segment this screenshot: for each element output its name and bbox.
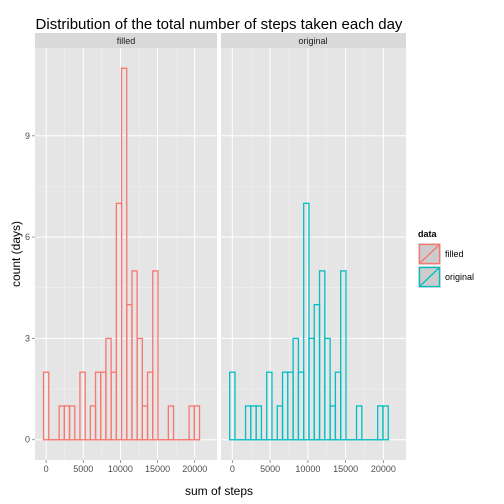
panel-filled: filled 0 5000 10000 15000 20000 bbox=[35, 33, 217, 474]
y-tick-label: 3 bbox=[25, 333, 30, 343]
x-ticks-filled: 0 5000 10000 15000 20000 bbox=[44, 460, 207, 474]
histogram-bar bbox=[42, 371, 50, 441]
histogram-bar bbox=[340, 270, 347, 441]
x-tick-label: 20000 bbox=[182, 464, 207, 474]
y-tick-label: 9 bbox=[25, 131, 30, 141]
histogram-bar bbox=[324, 337, 331, 441]
legend-key-slash bbox=[419, 244, 440, 264]
legend-key-swatch bbox=[418, 243, 441, 265]
histogram-bar bbox=[193, 405, 201, 441]
x-tick-label: 10000 bbox=[108, 464, 133, 474]
y-tick-label: 0 bbox=[25, 435, 30, 445]
x-tick-label: 5000 bbox=[260, 464, 280, 474]
histogram-bar bbox=[120, 67, 128, 441]
bars-filled bbox=[42, 67, 201, 441]
x-tick-label: 15000 bbox=[333, 464, 358, 474]
strip-label-original: original bbox=[298, 36, 327, 46]
y-axis-title: count (days) bbox=[9, 221, 23, 287]
histogram-bar bbox=[152, 270, 159, 441]
legend-title: data bbox=[418, 229, 438, 239]
y-tick-label: 6 bbox=[25, 232, 30, 242]
x-tick-label: 0 bbox=[44, 464, 49, 474]
x-tick-label: 15000 bbox=[145, 464, 170, 474]
x-axis-title: sum of steps bbox=[185, 484, 253, 498]
histogram-bar bbox=[68, 405, 76, 441]
legend-key-swatch bbox=[418, 266, 441, 288]
x-tick-label: 10000 bbox=[295, 464, 320, 474]
histogram-bar bbox=[79, 371, 86, 441]
histogram-bar bbox=[303, 202, 310, 441]
strip-filled bbox=[35, 33, 217, 48]
strip-label-filled: filled bbox=[117, 36, 136, 46]
legend-keys: filled original bbox=[417, 242, 474, 289]
histogram-bar bbox=[229, 371, 236, 441]
x-ticks-original: 0 5000 10000 15000 20000 bbox=[230, 460, 396, 474]
chart-title: Distribution of the total number of step… bbox=[36, 16, 403, 33]
histogram-bar bbox=[355, 405, 363, 441]
y-axis-ticks: 0 3 6 9 bbox=[25, 131, 35, 445]
legend: data filled original bbox=[417, 229, 474, 289]
histogram-bar bbox=[255, 405, 263, 441]
legend-label: original bbox=[445, 272, 474, 282]
bars-original bbox=[229, 202, 389, 441]
histogram-bar bbox=[382, 405, 389, 441]
plot-background-filled bbox=[35, 48, 217, 460]
strip-original bbox=[221, 33, 406, 48]
legend-key-slash bbox=[419, 267, 440, 287]
panel-original: original 0 5000 10000 15000 20000 bbox=[221, 33, 406, 474]
histogram-bar bbox=[136, 337, 143, 441]
plot-background-original bbox=[221, 48, 406, 460]
histogram-bar bbox=[266, 371, 273, 441]
histogram-bar bbox=[167, 405, 175, 441]
x-tick-label: 0 bbox=[230, 464, 235, 474]
x-tick-label: 5000 bbox=[73, 464, 93, 474]
legend-label: filled bbox=[445, 249, 464, 259]
x-tick-label: 20000 bbox=[371, 464, 396, 474]
